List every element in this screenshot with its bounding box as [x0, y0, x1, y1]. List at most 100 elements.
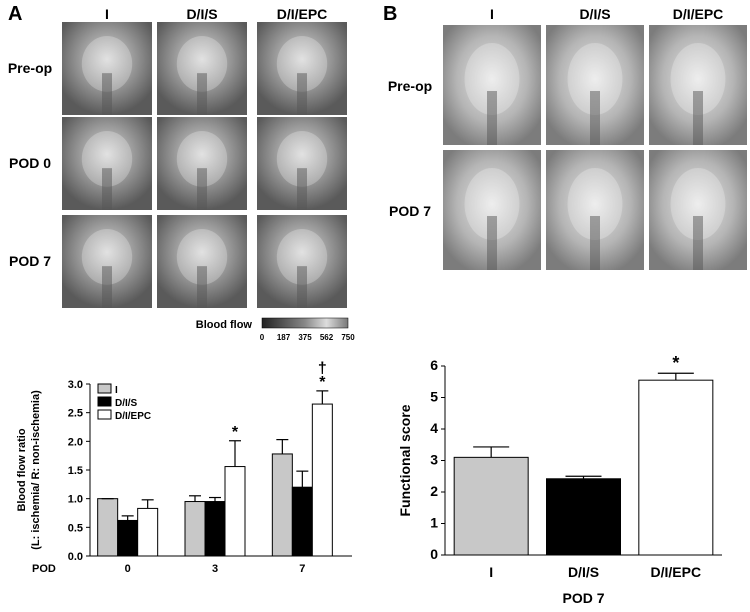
error-bar: [121, 515, 134, 521]
photo-tail: [102, 73, 112, 115]
photo-body: [276, 130, 328, 187]
photo-body: [276, 228, 328, 285]
bar: [97, 498, 119, 557]
y-axis-label: (L: ischemia/ R: non-ischemia): [30, 390, 42, 550]
error-bar: [657, 372, 694, 381]
photo-tail: [197, 73, 207, 115]
y-tick-label: 4: [430, 420, 438, 436]
legend-label: D/I/S: [115, 398, 138, 409]
bar: [311, 403, 333, 557]
photo-body: [81, 130, 133, 187]
y-tick-label: 1: [430, 515, 438, 531]
x-tick-label: 0: [125, 563, 131, 575]
photo-tail: [487, 216, 497, 270]
colorbar-tick: 187: [277, 333, 291, 342]
colorbar-tick: 750: [341, 333, 355, 342]
photo-body: [670, 43, 726, 115]
photo-tail: [197, 266, 207, 308]
row-label: POD 7: [9, 253, 51, 269]
x-tick-label: 7: [299, 563, 305, 575]
y-tick-label: 6: [430, 357, 438, 373]
y-tick-label: 2.0: [68, 436, 83, 448]
photo-tail: [693, 216, 703, 270]
legend-swatch: [97, 409, 112, 420]
row-label: POD 0: [9, 155, 51, 171]
photo-body: [567, 168, 623, 240]
column-label: I: [490, 6, 494, 22]
error-bar: [189, 495, 201, 502]
annotation: †: [318, 360, 327, 377]
photo-body: [276, 35, 328, 92]
error-bar: [229, 440, 241, 467]
column-label: I: [105, 6, 109, 22]
photo-tail: [102, 168, 112, 210]
photo-body: [176, 35, 228, 92]
y-tick-label: 2: [430, 483, 438, 499]
bar: [224, 466, 246, 557]
error-bar: [141, 499, 154, 509]
column-label: D/I/S: [186, 6, 217, 22]
photo-tail: [297, 73, 307, 115]
photo-tail: [590, 91, 600, 145]
y-tick-label: 2.5: [68, 408, 83, 420]
bar: [271, 453, 293, 557]
photo-tail: [487, 91, 497, 145]
y-tick-label: 1.0: [68, 494, 83, 506]
error-bar: [296, 470, 309, 488]
column-label: D/I/S: [579, 6, 610, 22]
colorbar: [261, 317, 349, 329]
photo-tail: [197, 168, 207, 210]
bar: [204, 501, 226, 557]
photo-body: [464, 168, 520, 240]
bar: [184, 501, 206, 557]
photo-body: [567, 43, 623, 115]
legend-label: I: [115, 385, 118, 396]
photo-body: [464, 43, 520, 115]
bar: [546, 478, 621, 556]
x-axis-label: POD 7: [562, 590, 604, 606]
photo-tail: [297, 168, 307, 210]
annotation: *: [319, 374, 326, 391]
error-bar: [316, 390, 329, 405]
colorbar-tick: 562: [320, 333, 334, 342]
x-tick-label: D/I/S: [568, 564, 599, 580]
photo-tail: [590, 216, 600, 270]
panel-label: B: [383, 3, 397, 25]
bar: [117, 519, 139, 557]
column-label: D/I/EPC: [277, 6, 328, 22]
photo-tail: [297, 266, 307, 308]
legend-label: D/I/EPC: [115, 411, 151, 422]
column-label: D/I/EPC: [673, 6, 724, 22]
x-axis-label: POD: [32, 563, 56, 575]
photo-body: [81, 228, 133, 285]
colorbar-title: Blood flow: [196, 319, 253, 331]
bar: [137, 507, 159, 557]
photo-tail: [102, 266, 112, 308]
y-tick-label: 0.5: [68, 522, 83, 534]
y-axis-label: Blood flow ratio: [16, 428, 28, 511]
x-tick-label: D/I/EPC: [651, 564, 702, 580]
y-tick-label: 0.0: [68, 551, 83, 563]
photo-tail: [693, 91, 703, 145]
y-tick-label: 0: [430, 546, 438, 562]
annotation: *: [672, 353, 679, 373]
bar: [638, 379, 714, 556]
photo-body: [670, 168, 726, 240]
row-label: Pre-op: [8, 60, 52, 76]
x-tick-label: I: [489, 564, 493, 580]
y-axis-label: Functional score: [397, 404, 413, 516]
bar: [291, 486, 313, 557]
error-bar: [276, 439, 289, 454]
error-bar: [473, 446, 510, 458]
annotation: *: [232, 424, 239, 441]
colorbar-tick: 0: [260, 333, 265, 342]
row-label: Pre-op: [388, 78, 432, 94]
row-label: POD 7: [389, 203, 431, 219]
legend-swatch: [97, 396, 112, 407]
panel-label: A: [8, 3, 22, 25]
y-tick-label: 3.0: [68, 379, 83, 391]
photo-body: [176, 228, 228, 285]
error-bar: [565, 475, 602, 479]
y-tick-label: 5: [430, 389, 438, 405]
